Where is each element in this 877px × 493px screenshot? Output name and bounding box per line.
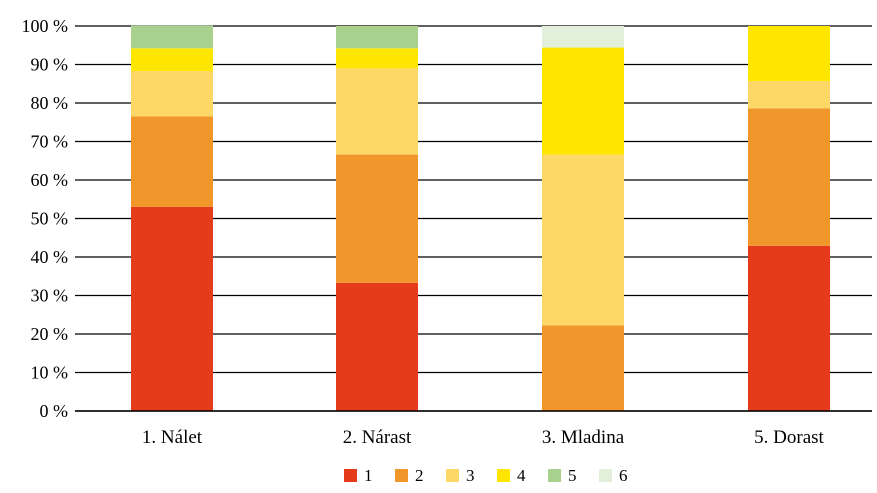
legend-label: 3 bbox=[466, 466, 475, 485]
bars bbox=[131, 25, 830, 411]
y-tick-label: 50 % bbox=[31, 209, 69, 229]
y-tick-label: 20 % bbox=[31, 324, 69, 344]
bar-segment-4 bbox=[542, 47, 624, 155]
legend: 1 2 3 4 5 6 bbox=[344, 466, 628, 485]
y-tick-label: 10 % bbox=[31, 363, 69, 383]
bar-segment-2 bbox=[542, 325, 624, 411]
bar-segment-5 bbox=[336, 26, 418, 49]
legend-swatch-5 bbox=[548, 469, 561, 482]
legend-swatch-4 bbox=[497, 469, 510, 482]
bar-segment-4 bbox=[131, 48, 213, 72]
legend-label: 2 bbox=[415, 466, 424, 485]
bar-segment-2 bbox=[748, 108, 830, 246]
x-category-label: 1. Nálet bbox=[142, 427, 203, 448]
bar-segment-1 bbox=[131, 206, 213, 411]
legend-swatch-1 bbox=[344, 469, 357, 482]
legend-label: 1 bbox=[364, 466, 373, 485]
y-tick-label: 60 % bbox=[31, 170, 69, 190]
y-axis: 0 % 10 % 20 % 30 % 40 % 50 % 60 % 70 % 80 % 90 % 1… bbox=[22, 16, 69, 421]
bar-segment-3 bbox=[131, 71, 213, 117]
x-category-label: 2. Nárast bbox=[343, 427, 412, 448]
bar-segment-1 bbox=[336, 282, 418, 411]
bar-segment-1 bbox=[748, 245, 830, 411]
legend-label: 4 bbox=[517, 466, 526, 485]
y-tick-label: 90 % bbox=[31, 55, 69, 75]
legend-swatch-6 bbox=[599, 469, 612, 482]
legend-swatch-3 bbox=[446, 469, 459, 482]
y-tick-label: 40 % bbox=[31, 247, 69, 267]
y-tick-label: 0 % bbox=[40, 401, 69, 421]
x-axis: 1. Nálet 2. Nárast 3. Mladina 5. Dorast bbox=[75, 410, 872, 448]
y-tick-label: 80 % bbox=[31, 93, 69, 113]
y-tick-label: 70 % bbox=[31, 132, 69, 152]
bar-segment-3 bbox=[336, 68, 418, 155]
x-category-label: 5. Dorast bbox=[754, 427, 824, 448]
bar-segment-4 bbox=[336, 48, 418, 69]
bar-segment-5 bbox=[131, 25, 213, 49]
bar-segment-4 bbox=[748, 26, 830, 82]
y-tick-label: 100 % bbox=[22, 16, 69, 36]
bar-segment-2 bbox=[336, 154, 418, 283]
bar-segment-6 bbox=[542, 26, 624, 48]
legend-label: 5 bbox=[568, 466, 577, 485]
y-tick-label: 30 % bbox=[31, 286, 69, 306]
x-category-label: 3. Mladina bbox=[542, 427, 625, 448]
bar-segment-3 bbox=[748, 81, 830, 109]
legend-swatch-2 bbox=[395, 469, 408, 482]
legend-label: 6 bbox=[619, 466, 628, 485]
bar-segment-3 bbox=[542, 154, 624, 326]
bar-segment-2 bbox=[131, 116, 213, 207]
